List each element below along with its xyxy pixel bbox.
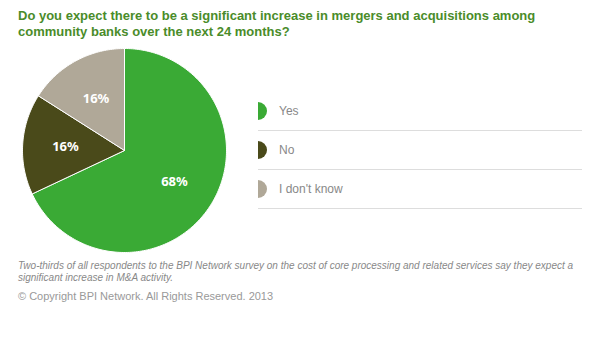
html-text:Two-thirds of all respondents: Two-thirds of all respondents to the BPI…	[18, 260, 574, 283]
html-text:© Copyright BPI Network. All R: © Copyright BPI Network. All Rights Rese…	[18, 290, 274, 302]
svg-text:16%: 16%	[52, 137, 79, 155]
svg-text:68%: 68%	[161, 172, 188, 190]
html-text:Do you expect there to be a si: Do you expect there to be a significant …	[18, 8, 536, 39]
html-text:I don't know: I don't know	[279, 181, 343, 196]
svg-text:16%: 16%	[83, 89, 110, 107]
html-text:Yes: Yes	[279, 103, 299, 118]
html-text:No: No	[279, 142, 295, 157]
